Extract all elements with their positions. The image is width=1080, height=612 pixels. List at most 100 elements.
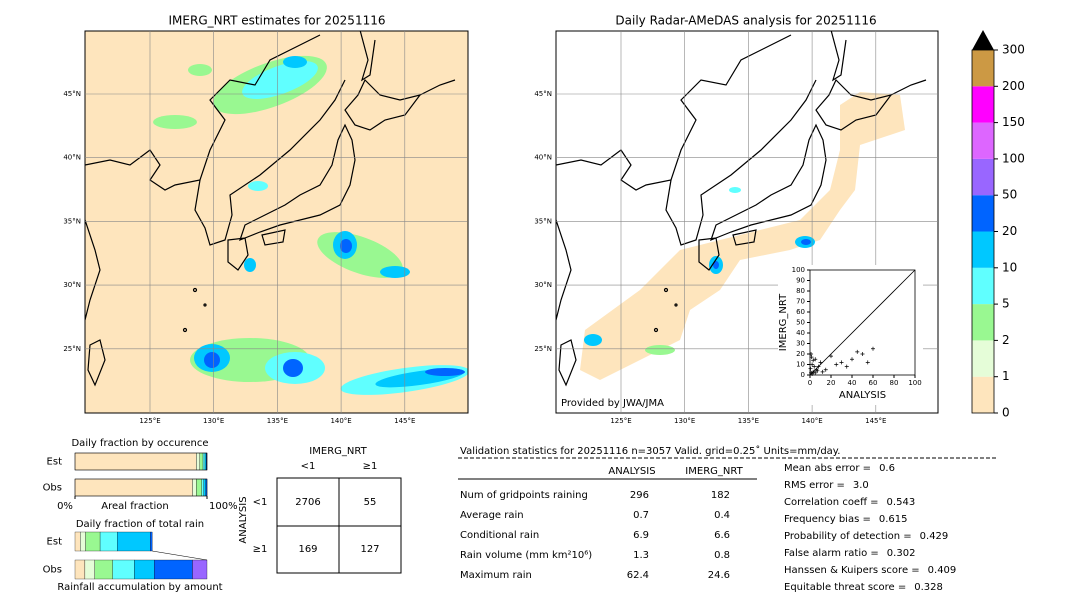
point: [839, 360, 844, 365]
diagonal: [809, 269, 916, 376]
score-value: 0.409: [928, 565, 957, 576]
bar-segment: [199, 452, 204, 471]
colorbar-label: 50: [1002, 188, 1017, 202]
point: [844, 364, 849, 369]
cell: 169: [298, 544, 317, 555]
point: [820, 369, 825, 374]
bar-segment: [134, 559, 155, 580]
colorbar-bin: [972, 50, 994, 87]
right-map: [556, 31, 938, 413]
bar-segment: [196, 452, 200, 471]
y-tick-label: 0: [801, 371, 805, 379]
score-value: 0.6: [879, 463, 895, 474]
bar-segment: [80, 531, 86, 552]
colorbar-label: 2: [1002, 333, 1010, 347]
table-title: IMERG_NRT: [309, 446, 367, 457]
colorbar-label: 200: [1002, 79, 1025, 93]
stats-title: Validation statistics for 20251116 n=305…: [460, 445, 840, 457]
stat-label: Num of gridpoints raining: [460, 490, 588, 501]
column-label: ANALYSIS: [608, 466, 655, 477]
score-value: 0.328: [914, 582, 943, 593]
bar-segment: [74, 531, 81, 552]
bar-segment: [94, 559, 113, 580]
point: [829, 354, 833, 359]
colorbar-label: 150: [1002, 115, 1025, 129]
point: [810, 362, 815, 367]
colorbar-bin: [972, 231, 994, 268]
stat-label: Rain volume (mm km²10⁶): [460, 550, 592, 561]
map-title: Daily Radar-AMeDAS analysis for 20251116: [615, 14, 876, 28]
point: [815, 368, 820, 373]
bar-segment: [192, 559, 208, 580]
lon-label: 145°E: [865, 417, 886, 425]
score-label: Mean abs error =: [784, 463, 871, 474]
score-label: Equitable threat score =: [784, 582, 906, 593]
bar-segment: [192, 478, 197, 497]
colorbar-bin: [972, 267, 994, 305]
lon-label: 145°E: [394, 417, 415, 425]
colorbar-label: 10: [1002, 260, 1017, 274]
bar-segment: [204, 452, 207, 471]
colorbar-bin: [972, 195, 994, 232]
score-label: Hanssen & Kuipers score =: [784, 565, 920, 576]
point: [816, 364, 821, 369]
category-label: Obs: [43, 565, 62, 576]
colorbar-bin: [972, 122, 994, 159]
x-tick-label: 20: [827, 379, 836, 387]
x-tick-label: 80: [890, 379, 899, 387]
x-axis-label: ANALYSIS: [839, 390, 886, 401]
point: [809, 370, 814, 375]
column-label: <1: [301, 461, 316, 472]
lat-label: 40°N: [63, 154, 81, 162]
y-tick-label: 70: [796, 298, 805, 306]
map-frame: [555, 30, 939, 414]
bar-title: Daily fraction by occurence: [71, 438, 208, 449]
bar-segment: [84, 559, 95, 580]
point: [834, 362, 839, 367]
colorbar-bin: [972, 86, 994, 123]
colorbar-bin: [972, 158, 994, 196]
stat-value: 6.6: [714, 530, 730, 541]
bar-segment: [74, 478, 193, 497]
score-label: RMS error =: [784, 480, 845, 491]
lon-label: 125°E: [139, 417, 160, 425]
point: [811, 358, 816, 363]
stat-value: 182: [711, 490, 730, 501]
stat-value: 1.3: [633, 550, 649, 561]
credit: Provided by JWA/JMA: [561, 398, 664, 409]
bar-segment: [150, 531, 153, 552]
row-label: <1: [253, 497, 268, 508]
lon-label: 130°E: [203, 417, 224, 425]
colorbar-extend: [972, 30, 994, 50]
cell: 127: [360, 544, 379, 555]
lon-label: 130°E: [674, 417, 695, 425]
score-value: 0.615: [879, 514, 908, 525]
stat-value: 24.6: [708, 570, 730, 581]
score-value: 3.0: [853, 480, 869, 491]
colorbar-bin: [972, 376, 994, 413]
lon-label: 140°E: [801, 417, 822, 425]
stat-label: Average rain: [460, 510, 524, 521]
point: [850, 357, 854, 362]
lat-label: 35°N: [63, 217, 81, 225]
lon-label: 140°E: [330, 417, 351, 425]
colorbar-label: 300: [1002, 43, 1025, 57]
bar-title: Daily fraction of total rain: [76, 519, 204, 530]
lat-label: 30°N: [534, 281, 552, 289]
point: [865, 360, 870, 365]
bar-segment: [196, 478, 202, 497]
x-tick-label: 0: [808, 379, 812, 387]
lat-label: 40°N: [534, 154, 552, 162]
column-label: ≥1: [363, 461, 378, 472]
point: [871, 346, 875, 351]
y-axis-label: IMERG_NRT: [778, 293, 789, 351]
y-tick-label: 80: [796, 287, 805, 295]
category-label: Obs: [43, 483, 62, 494]
map-frame: [84, 30, 469, 414]
row-label: ≥1: [253, 544, 268, 555]
y-tick-label: 100: [792, 266, 805, 274]
score-label: Frequency bias =: [784, 514, 871, 525]
point: [813, 357, 818, 362]
x-tick-label: 100: [908, 379, 921, 387]
